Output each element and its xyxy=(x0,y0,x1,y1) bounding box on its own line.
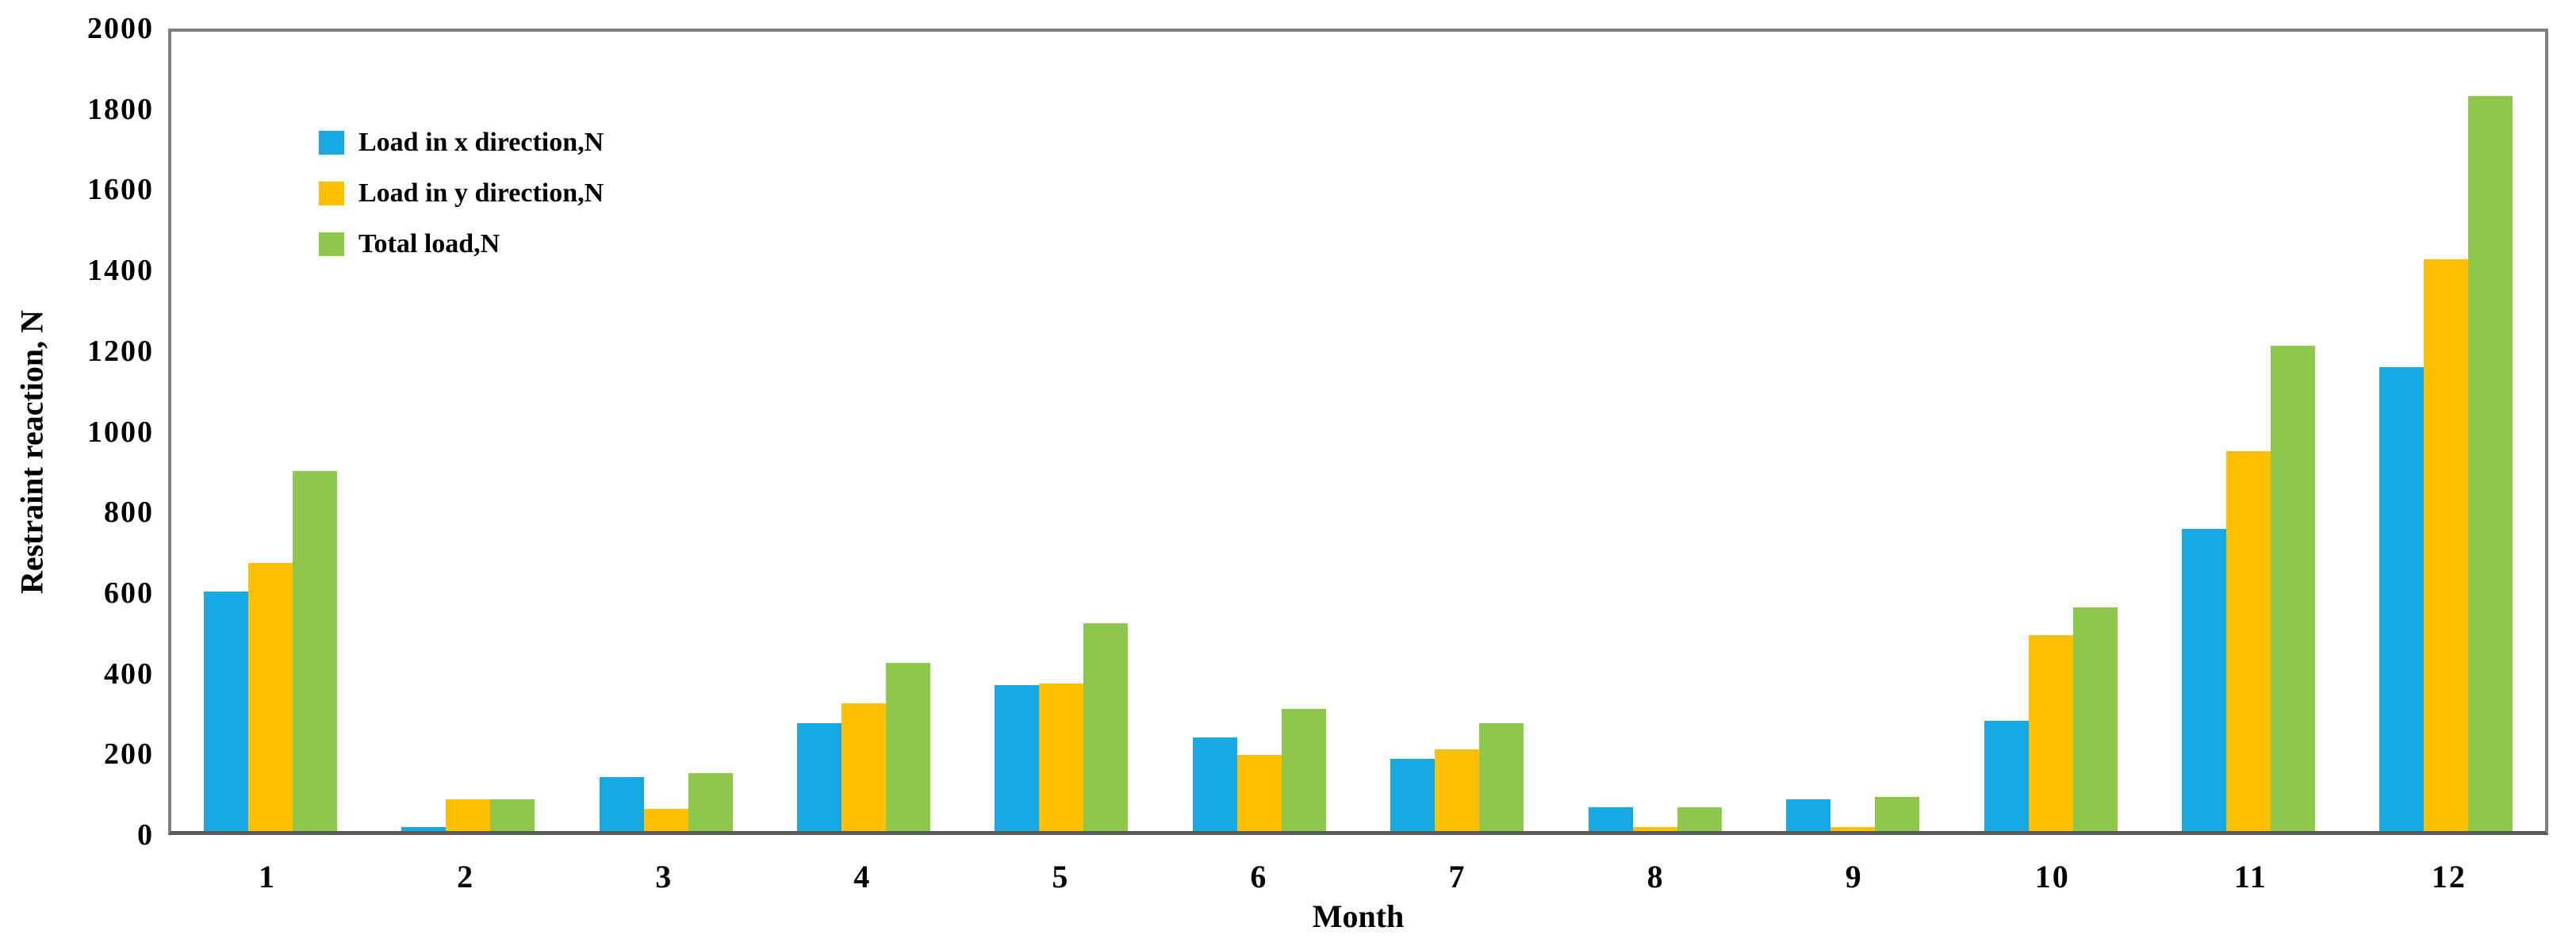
bar-x-month-4 xyxy=(796,722,841,831)
bar-y-month-11 xyxy=(2225,451,2271,831)
bar-group-month-12 xyxy=(2348,32,2545,831)
bar-total-month-9 xyxy=(1875,797,1920,831)
x-tick-label-8: 8 xyxy=(1646,859,1665,894)
x-tick-label-7: 7 xyxy=(1448,859,1466,894)
x-tick-label-2: 2 xyxy=(457,859,475,894)
bar-total-month-4 xyxy=(885,663,930,831)
bar-total-month-7 xyxy=(1479,722,1524,831)
bar-y-month-2 xyxy=(446,799,491,831)
legend-swatch-x xyxy=(319,131,344,155)
y-tick-label-0: 0 xyxy=(137,818,154,852)
bar-groups-container xyxy=(171,32,2545,831)
bar-group-month-3 xyxy=(567,32,765,831)
bar-y-month-6 xyxy=(1236,755,1282,831)
y-tick-label-1000: 1000 xyxy=(87,415,154,449)
y-tick-label-1800: 1800 xyxy=(87,92,154,126)
legend-item-y: Load in y direction,N xyxy=(319,168,604,219)
y-tick-label-800: 800 xyxy=(104,496,154,530)
x-tick-label-5: 5 xyxy=(1052,859,1070,894)
legend-item-total: Total load,N xyxy=(319,219,604,270)
bar-group-month-10 xyxy=(1952,32,2149,831)
legend-swatch-total xyxy=(319,232,344,256)
bar-y-month-7 xyxy=(1435,749,1480,831)
y-tick-label-200: 200 xyxy=(104,737,154,772)
bar-group-month-1 xyxy=(171,32,369,831)
bar-y-month-3 xyxy=(643,809,688,831)
y-tick-label-2000: 2000 xyxy=(87,12,154,45)
bar-total-month-8 xyxy=(1677,806,1722,831)
bar-total-month-5 xyxy=(1083,622,1129,831)
bar-x-month-3 xyxy=(599,776,644,831)
x-axis-title: Month xyxy=(1312,898,1405,934)
bar-x-month-9 xyxy=(1786,799,1831,831)
x-tick-label-1: 1 xyxy=(259,859,277,894)
bar-y-month-10 xyxy=(2028,635,2073,831)
bar-group-month-9 xyxy=(1754,32,1951,831)
y-tick-label-600: 600 xyxy=(104,576,154,610)
bar-x-month-8 xyxy=(1588,806,1633,831)
y-tick-label-1600: 1600 xyxy=(87,173,154,207)
legend-label-y: Load in y direction,N xyxy=(358,178,604,208)
y-tick-label-1400: 1400 xyxy=(87,254,154,288)
x-tick-label-3: 3 xyxy=(655,859,673,894)
x-tick-label-6: 6 xyxy=(1250,859,1268,894)
bar-x-month-10 xyxy=(1984,721,2029,831)
bar-x-month-5 xyxy=(995,685,1040,831)
bar-y-month-9 xyxy=(1830,826,1876,831)
bar-total-month-1 xyxy=(292,471,337,831)
bar-x-month-7 xyxy=(1390,759,1436,831)
bar-total-month-10 xyxy=(2072,607,2118,831)
bar-total-month-11 xyxy=(2270,345,2315,831)
bar-total-month-3 xyxy=(688,772,733,831)
legend-swatch-y xyxy=(319,182,344,205)
x-tick-label-4: 4 xyxy=(853,859,872,894)
bar-group-month-6 xyxy=(1160,32,1358,831)
bar-total-month-6 xyxy=(1281,709,1326,831)
y-tick-label-400: 400 xyxy=(104,657,154,691)
legend-label-total: Total load,N xyxy=(358,229,500,259)
bar-x-month-2 xyxy=(401,826,447,831)
bar-group-month-8 xyxy=(1556,32,1754,831)
bar-group-month-5 xyxy=(963,32,1160,831)
bar-x-month-6 xyxy=(1192,737,1237,831)
bar-group-month-11 xyxy=(2149,32,2347,831)
bar-x-month-1 xyxy=(203,591,248,831)
bar-group-month-2 xyxy=(369,32,566,831)
bar-y-month-4 xyxy=(841,703,886,831)
plot-area: Load in x direction,N Load in y direction… xyxy=(168,29,2548,835)
x-tick-label-11: 11 xyxy=(2233,859,2267,894)
bar-y-month-8 xyxy=(1632,826,1677,831)
bar-x-month-12 xyxy=(2379,367,2425,831)
y-axis-tick-labels: 0 200 400 600 800 1000 1200 1400 1600 1800 2000 xyxy=(0,0,159,946)
x-axis-tick-labels: 1 2 3 4 5 6 7 8 9 10 11 12 xyxy=(168,855,2548,899)
legend: Load in x direction,N Load in y direction… xyxy=(319,117,604,270)
bar-x-month-11 xyxy=(2181,529,2226,831)
bar-y-month-1 xyxy=(247,563,293,831)
bar-total-month-2 xyxy=(490,799,535,831)
legend-item-x: Load in x direction,N xyxy=(319,117,604,168)
bar-group-month-4 xyxy=(765,32,962,831)
x-tick-label-12: 12 xyxy=(2431,859,2467,894)
bar-y-month-12 xyxy=(2424,259,2469,831)
x-tick-label-9: 9 xyxy=(1845,859,1863,894)
x-tick-label-10: 10 xyxy=(2034,859,2070,894)
y-tick-label-1200: 1200 xyxy=(87,334,154,368)
bar-total-month-12 xyxy=(2468,95,2513,831)
bar-group-month-7 xyxy=(1359,32,1556,831)
bar-y-month-5 xyxy=(1039,683,1084,831)
legend-label-x: Load in x direction,N xyxy=(358,128,604,157)
